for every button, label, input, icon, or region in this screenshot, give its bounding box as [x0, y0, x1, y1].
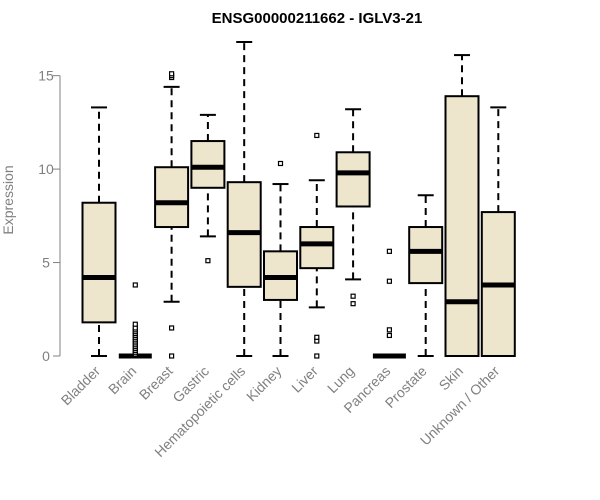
outlier-point	[386, 332, 392, 339]
box-group	[335, 108, 371, 307]
box-group	[480, 106, 516, 357]
outlier-point	[277, 160, 284, 167]
x-tick-label: Skin	[436, 363, 467, 394]
box-group	[372, 248, 406, 359]
x-tick-label: Lung	[324, 363, 357, 396]
y-tick-label: 10	[38, 161, 54, 177]
outlier-point	[386, 278, 392, 284]
x-tick-label: Liver	[288, 363, 321, 396]
box-iqr	[190, 140, 226, 189]
outlier-point	[350, 293, 356, 299]
outlier-point	[314, 334, 320, 340]
box-iqr	[444, 95, 480, 357]
y-tick-label: 5	[42, 255, 50, 271]
box-iqr	[154, 166, 190, 229]
box-iqr	[335, 151, 371, 208]
outlier-point	[169, 71, 175, 77]
outlier-point	[205, 258, 211, 264]
box-group	[190, 113, 226, 264]
outlier-point	[314, 353, 320, 359]
outlier-point	[350, 301, 356, 307]
box-group	[444, 54, 480, 357]
y-tick-label: 0	[42, 348, 50, 364]
box-group	[118, 282, 152, 359]
x-tick-label: Breast	[136, 363, 176, 403]
outlier-point	[386, 327, 392, 333]
outlier-point	[386, 248, 392, 254]
box-group	[299, 132, 335, 359]
box-iqr	[299, 226, 335, 270]
outlier-point	[314, 132, 320, 139]
outlier-point	[132, 282, 138, 288]
y-axis-label: Expression	[0, 165, 16, 234]
box-group	[154, 71, 190, 359]
box-iqr	[81, 201, 117, 324]
x-tick-label: Brain	[105, 363, 139, 397]
x-tick-label: Kidney	[243, 363, 285, 405]
box-iqr	[408, 226, 444, 285]
box-group	[81, 106, 117, 357]
box-group	[226, 41, 262, 357]
box-group	[263, 160, 298, 357]
box-group	[408, 194, 444, 357]
outlier-point	[169, 353, 175, 359]
chart-title: ENSG00000211662 - IGLV3-21	[212, 10, 423, 27]
x-tick-label: Bladder	[58, 363, 104, 409]
y-tick-label: 15	[38, 68, 54, 84]
outlier-point	[169, 325, 175, 331]
outlier-point	[132, 321, 138, 327]
